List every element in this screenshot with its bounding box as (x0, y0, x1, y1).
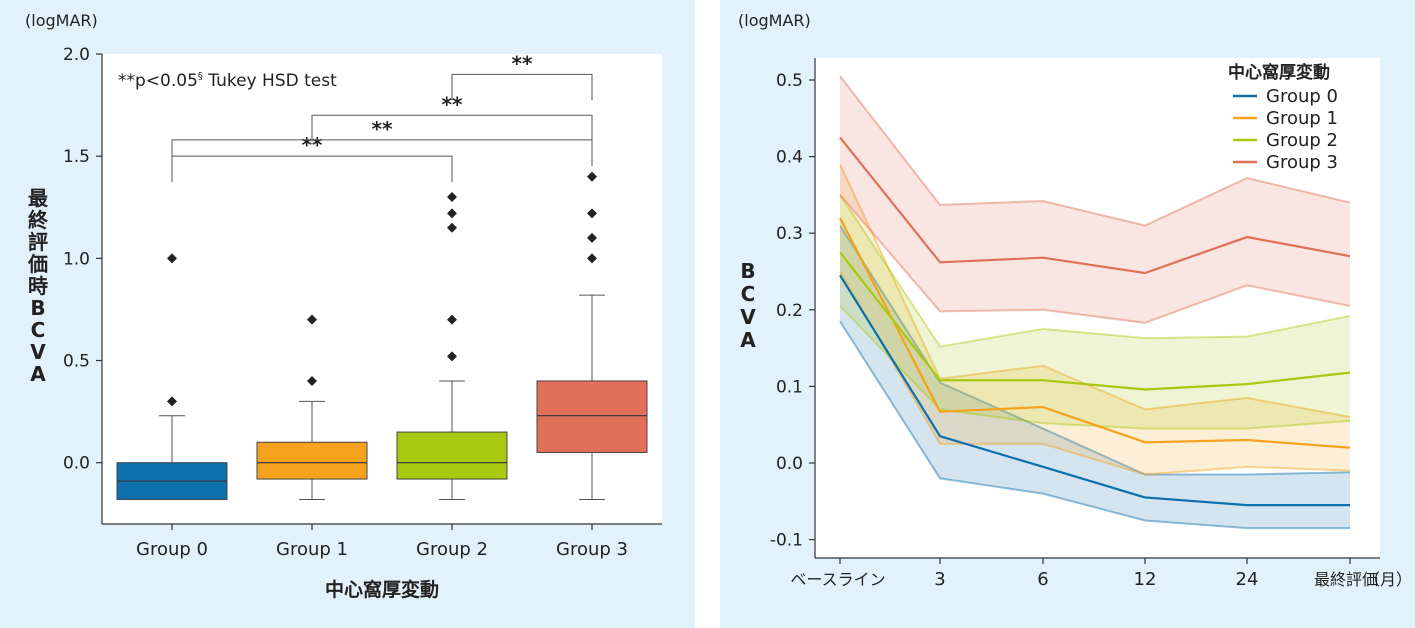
mean-line-group-3 (839, 136, 1351, 275)
significance-label: ** (442, 92, 463, 116)
left-y-tick-label: 0.0 (63, 454, 90, 474)
right-y-tick-label: 0.4 (776, 148, 803, 168)
left-x-axis-title: 中心窩厚変動 (325, 578, 439, 601)
right-x-tick-label: 12 (1134, 569, 1157, 590)
significance-label: ** (372, 117, 393, 141)
right-y-tick-label: 0.5 (776, 71, 803, 91)
ci-upper-line (839, 163, 1351, 419)
boxplot-chart: (logMAR) 2.0 1.5 1.0 0.5 0.0 Group 0 Group 1 Gr… (25, 11, 662, 601)
ci-upper-line (839, 194, 1351, 348)
right-y-axis-char: A (740, 328, 756, 352)
note-main: **p<0.05 (118, 71, 198, 91)
right-y-axis-char: C (741, 282, 756, 306)
left-y-axis-char: B (30, 296, 45, 320)
legend-label: Group 2 (1266, 130, 1338, 151)
outlier-point (587, 171, 597, 182)
left-y-tick-label: 2.0 (63, 45, 90, 65)
ci-upper-line (839, 225, 1351, 476)
outlier-point (447, 192, 457, 203)
outlier-point (447, 351, 457, 362)
outlier-point (447, 222, 457, 233)
right-x-tick-label: 3 (934, 569, 945, 590)
ci-band-group-0 (840, 225, 1350, 529)
note-suffix: Tukey HSD test (203, 71, 337, 91)
right-y-tick-label: 0.2 (776, 301, 803, 321)
left-y-tick-label: 0.5 (63, 352, 90, 372)
left-y-axis-char: 最 (28, 186, 49, 210)
x-unit-label: （月） (1364, 570, 1412, 589)
ci-lower-line (839, 320, 1350, 530)
legend-label: Group 1 (1266, 108, 1338, 129)
left-y-axis-char: 終 (28, 208, 49, 232)
right-plot-area (815, 58, 1380, 558)
outlier-point (167, 253, 177, 264)
outlier-point (587, 208, 597, 219)
significance-bracket (451, 73, 593, 101)
ci-upper-line (839, 75, 1351, 227)
box-group-3 (536, 380, 648, 453)
left-y-tick-label: 1.5 (63, 147, 90, 167)
legend-title: 中心窩厚変動 (1228, 62, 1330, 83)
legend-label: Group 3 (1266, 152, 1338, 173)
outlier-point (307, 314, 317, 325)
outlier-point (447, 314, 457, 325)
right-y-tick-label: 0.3 (776, 224, 803, 244)
left-y-axis-char: A (30, 362, 46, 386)
right-x-tick-label: 6 (1037, 569, 1048, 590)
right-y-tick-label: 0.1 (776, 377, 803, 397)
significance-label: ** (302, 133, 323, 157)
linechart-panel: (logMAR) 0.5 0.4 0.3 0.2 0.1 0.0 -0.1 ベースライン 3 6 1… (720, 0, 1415, 628)
line-chart: (logMAR) 0.5 0.4 0.3 0.2 0.1 0.0 -0.1 ベースライン 3 6 1… (738, 11, 1412, 590)
outlier-point (587, 232, 597, 243)
left-y-tick-label: 1.0 (63, 249, 90, 269)
mean-line-group-0 (839, 274, 1350, 507)
note-superscript: § (198, 71, 203, 82)
ci-lower-line (839, 270, 1351, 476)
right-x-tick-label: ベースライン (790, 570, 885, 589)
boxplot-panel: (logMAR) 2.0 1.5 1.0 0.5 0.0 Group 0 Group 1 Gr… (0, 0, 695, 628)
left-y-axis-char: V (30, 340, 46, 364)
box-group-1 (256, 441, 368, 480)
outlier-point (587, 253, 597, 264)
right-y-tick-label: 0.0 (776, 454, 803, 474)
left-y-axis-char: 時 (28, 274, 48, 298)
right-unit-label: (logMAR) (738, 11, 811, 30)
left-x-tick-label: Group 3 (556, 539, 628, 560)
left-y-axis-char: 価 (27, 252, 48, 276)
left-x-tick-label: Group 1 (276, 539, 348, 560)
mean-line-group-1 (839, 217, 1351, 449)
right-y-tick-label: -0.1 (770, 531, 803, 551)
significance-bracket (311, 114, 593, 142)
ci-band-group-2 (840, 194, 1350, 429)
ci-band-group-1 (840, 164, 1350, 475)
right-y-axis-char: B (740, 259, 755, 283)
left-y-axis-char: C (31, 318, 46, 342)
ci-lower-line (839, 194, 1351, 324)
right-x-tick-label: 最終評価 (1314, 570, 1378, 589)
left-y-axis-char: 評 (28, 230, 48, 254)
mean-line-group-2 (839, 251, 1351, 391)
outlier-point (167, 396, 177, 407)
outlier-point (447, 208, 457, 219)
right-y-axis-char: V (740, 305, 756, 329)
outlier-point (307, 375, 317, 386)
significance-label: ** (512, 51, 533, 75)
left-x-tick-label: Group 0 (136, 539, 208, 560)
significance-bracket (171, 155, 453, 183)
box-group-2 (396, 431, 508, 480)
significance-note: **p<0.05§ Tukey HSD test (118, 71, 337, 91)
right-x-tick-label: 24 (1236, 569, 1259, 590)
significance-bracket (171, 139, 593, 166)
left-unit-label: (logMAR) (25, 11, 98, 30)
left-x-tick-label: Group 2 (416, 539, 488, 560)
legend-label: Group 0 (1266, 86, 1338, 107)
